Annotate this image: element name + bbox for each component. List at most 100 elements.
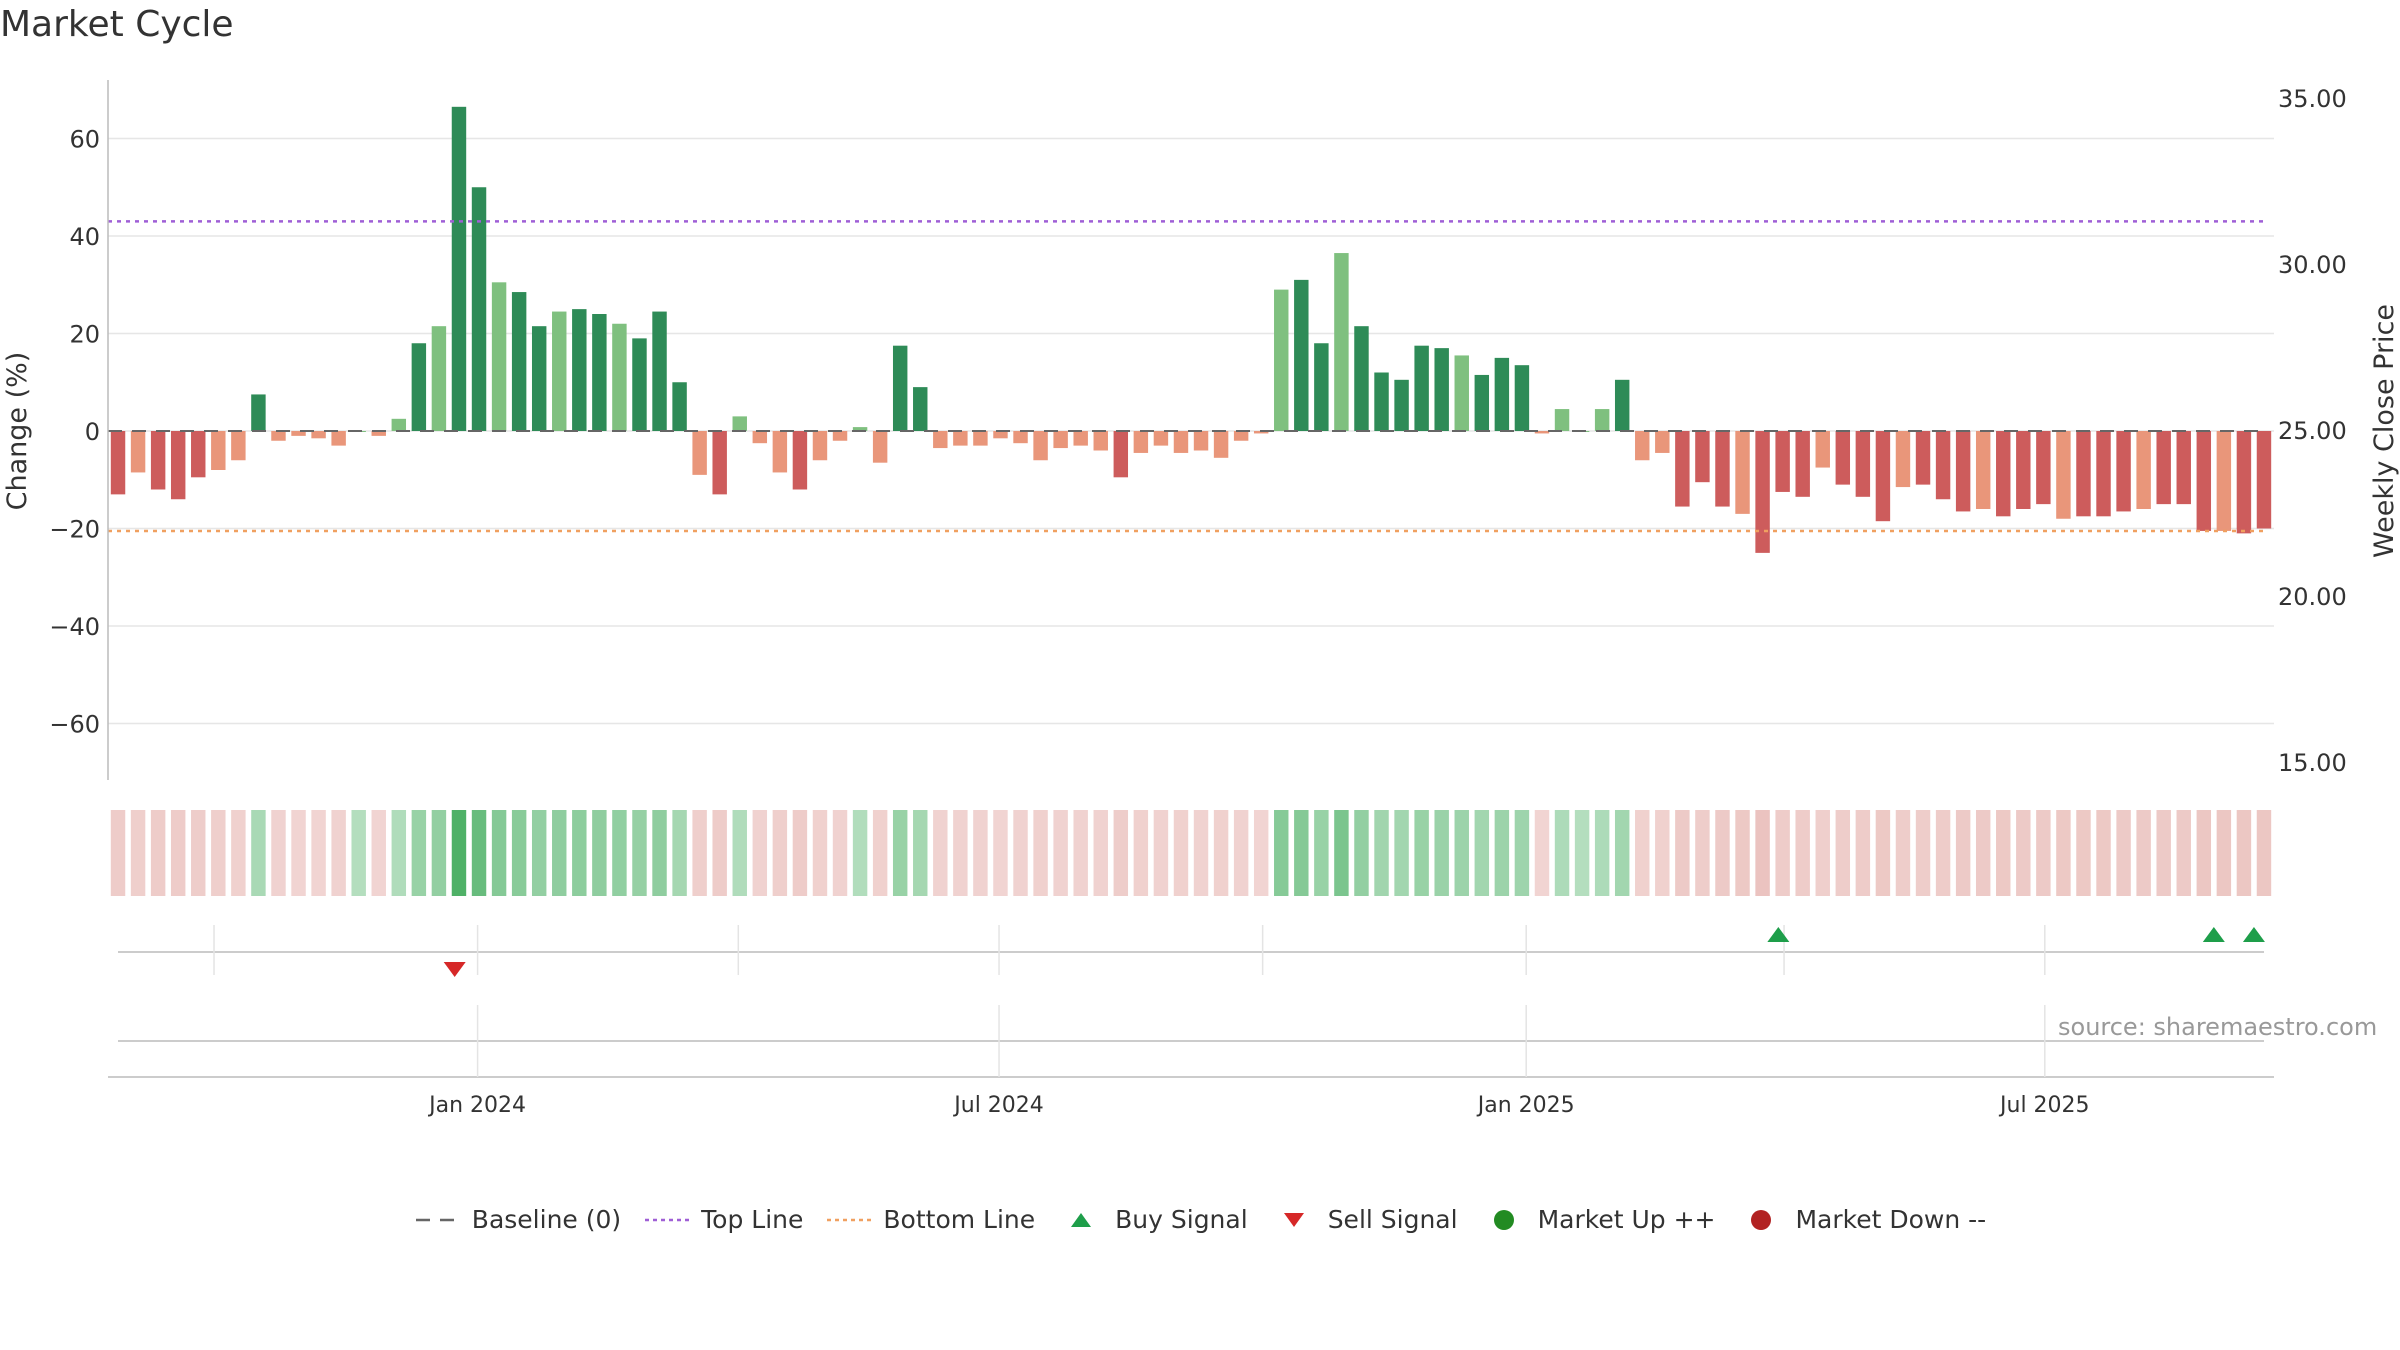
bar	[1274, 289, 1289, 431]
bar	[1033, 431, 1048, 461]
heat-cell	[913, 810, 928, 896]
bar	[792, 431, 808, 490]
heat-cell	[1073, 810, 1088, 896]
heat-cell	[1274, 810, 1289, 896]
bar	[1715, 431, 1730, 507]
heat-cell	[1113, 810, 1129, 896]
heat-cell	[1996, 810, 2011, 896]
heat-cell	[110, 810, 126, 896]
heat-cell	[1554, 810, 1570, 896]
heat-cell	[2096, 810, 2111, 896]
heat-cell	[1835, 810, 1851, 896]
bar	[371, 431, 386, 436]
heat-cell	[351, 810, 366, 896]
heat-cell	[1675, 810, 1690, 896]
bar	[170, 431, 186, 500]
bar	[1374, 372, 1389, 431]
dotted-icon	[645, 1218, 690, 1221]
bar	[772, 431, 788, 473]
heat-cell	[2196, 810, 2212, 896]
heat-cell	[511, 810, 527, 896]
bar	[411, 343, 427, 431]
bar	[2016, 431, 2031, 509]
legend-item: Market Up ++	[1480, 1205, 1715, 1234]
bar	[2216, 431, 2232, 531]
bar	[1795, 431, 1810, 497]
bar	[852, 427, 868, 431]
axes	[107, 80, 2274, 1078]
bar	[1935, 431, 1951, 500]
dash-icon	[415, 1218, 460, 1221]
heat-cell	[1655, 810, 1670, 896]
legend: Baseline (0) Top Line Bottom Line Buy Signa…	[0, 1205, 2400, 1234]
heat-cell	[692, 810, 707, 896]
bar	[2036, 431, 2051, 505]
heat-cell	[1334, 810, 1349, 896]
heat-cell	[892, 810, 908, 896]
heat-cell	[191, 810, 206, 896]
heat-cell	[1013, 810, 1028, 896]
bar	[632, 338, 647, 431]
bar	[431, 326, 447, 431]
bar	[872, 431, 888, 463]
bar	[150, 431, 166, 490]
bar	[2076, 431, 2091, 517]
y-tick-label: 40	[69, 223, 100, 251]
heat-cell	[1253, 810, 1269, 896]
heat-cell	[2176, 810, 2191, 896]
bar	[1975, 431, 1991, 509]
bar	[1955, 431, 1971, 512]
bar	[1013, 431, 1028, 444]
circle-icon	[1751, 1209, 1772, 1230]
bar	[531, 326, 547, 431]
legend-label: Market Down --	[1795, 1205, 1987, 1234]
y-tick-label: 0	[85, 418, 100, 446]
heat-cell	[953, 810, 968, 896]
bar	[1554, 409, 1570, 431]
heat-cell	[491, 810, 507, 896]
legend-label: Buy Signal	[1115, 1205, 1248, 1234]
bar	[511, 292, 527, 431]
heat-cell	[1434, 810, 1449, 896]
bar	[1815, 431, 1830, 468]
source-note: source: sharemaestro.com	[2058, 1013, 2378, 1041]
bar	[672, 382, 687, 431]
axis-labels: 60 40 20 0 −20 −40 −60 35.00 30.00 25.00 20.00 15.0…	[2, 85, 2400, 1118]
heat-cell	[471, 810, 487, 896]
heat-cell	[251, 810, 266, 896]
y2-tick-label: 20.00	[2278, 583, 2347, 611]
heat-cell	[1494, 810, 1510, 896]
dotted-icon	[827, 1218, 872, 1221]
heat-cell	[1213, 810, 1229, 896]
heat-cell	[1414, 810, 1429, 896]
bar	[211, 431, 226, 470]
heat-cell	[231, 810, 246, 896]
bars	[110, 106, 2272, 553]
heat-cell	[1695, 810, 1710, 896]
heat-cell	[1795, 810, 1810, 896]
bar	[1354, 326, 1369, 431]
bar	[471, 187, 487, 431]
bar	[2196, 431, 2212, 531]
bar	[110, 431, 126, 495]
bar	[1855, 431, 1871, 497]
heat-cell	[1574, 810, 1590, 896]
heat-cell	[1294, 810, 1309, 896]
bar	[953, 431, 968, 446]
bar	[1494, 357, 1510, 431]
heat-cell	[391, 810, 407, 896]
bar	[1193, 431, 1209, 451]
bar	[2136, 431, 2151, 509]
circle-icon	[1493, 1209, 1514, 1230]
bar	[231, 431, 246, 461]
legend-item: Market Down --	[1737, 1205, 1986, 1234]
heat-cell	[1635, 810, 1650, 896]
bar	[1113, 431, 1129, 478]
y-tick-label: 20	[69, 321, 100, 349]
bar	[1835, 431, 1851, 485]
heat-cell	[1053, 810, 1068, 896]
y-axis-title: Change (%)	[2, 352, 33, 511]
heat-cell	[2216, 810, 2232, 896]
y2-tick-label: 15.00	[2278, 749, 2347, 777]
bar	[1173, 431, 1189, 453]
